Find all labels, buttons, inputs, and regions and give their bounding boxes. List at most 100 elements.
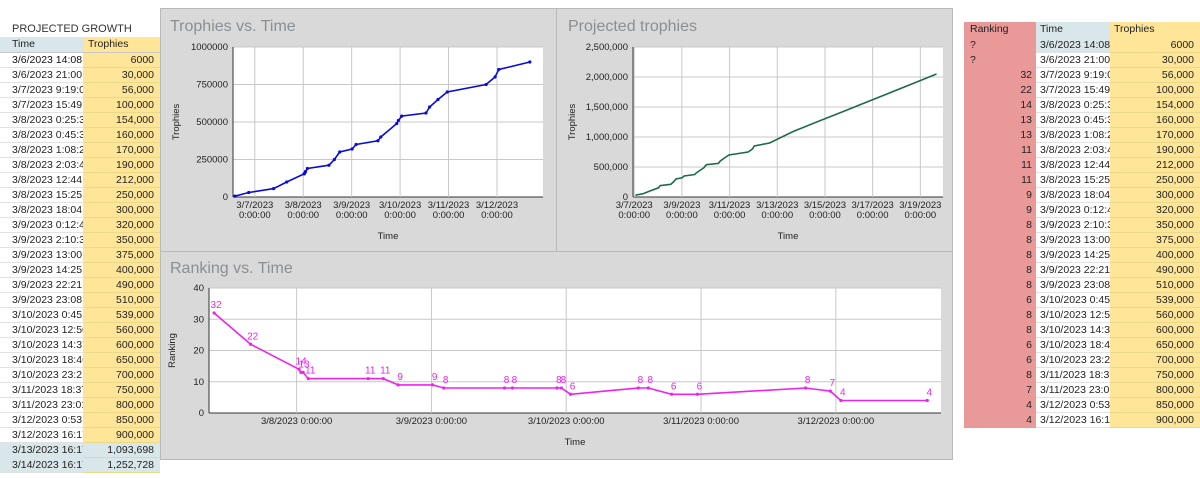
right-trophies-cell[interactable]: 900,000: [1110, 413, 1200, 428]
left-trophies-cell[interactable]: 375,000: [84, 248, 160, 263]
left-trophies-cell[interactable]: 400,000: [84, 263, 160, 278]
left-trophies-cell[interactable]: 490,000: [84, 278, 160, 293]
right-time-cell[interactable]: 3/8/2023 1:08:27: [1036, 128, 1110, 143]
left-trophies-cell[interactable]: 510,000: [84, 293, 160, 308]
right-time-cell[interactable]: 3/11/2023 23:01: [1036, 383, 1110, 398]
right-trophies-cell[interactable]: 560,000: [1110, 308, 1200, 323]
right-ranking-cell[interactable]: 32: [964, 68, 1036, 83]
left-time-cell[interactable]: 3/9/2023 23:08:3: [0, 293, 84, 308]
right-time-cell[interactable]: 3/8/2023 2:03:41: [1036, 143, 1110, 158]
right-time-cell[interactable]: 3/12/2023 0:53:5: [1036, 398, 1110, 413]
left-time-cell[interactable]: 3/10/2023 0:45:5: [0, 308, 84, 323]
right-ranking-cell[interactable]: 4: [964, 413, 1036, 428]
right-time-cell[interactable]: 3/8/2023 15:25:5: [1036, 173, 1110, 188]
left-time-cell[interactable]: 3/9/2023 22:21:1: [0, 278, 84, 293]
right-time-cell[interactable]: 3/7/2023 15:49:0: [1036, 83, 1110, 98]
right-time-cell[interactable]: 3/9/2023 13:00:4: [1036, 233, 1110, 248]
left-trophies-cell[interactable]: 560,000: [84, 323, 160, 338]
right-header-trophies[interactable]: Trophies: [1110, 22, 1200, 38]
left-time-cell[interactable]: 3/6/2023 14:08:2: [0, 53, 84, 68]
left-time-cell[interactable]: 3/8/2023 15:25:5: [0, 188, 84, 203]
left-trophies-cell[interactable]: 190,000: [84, 158, 160, 173]
right-trophies-cell[interactable]: 600,000: [1110, 323, 1200, 338]
right-ranking-cell[interactable]: ?: [964, 38, 1036, 53]
right-trophies-cell[interactable]: 30,000: [1110, 53, 1200, 68]
left-header-time[interactable]: Time: [0, 37, 84, 53]
right-trophies-cell[interactable]: 510,000: [1110, 278, 1200, 293]
left-trophies-cell[interactable]: 350,000: [84, 233, 160, 248]
left-time-cell[interactable]: 3/10/2023 18:46: [0, 353, 84, 368]
left-time-cell[interactable]: 3/8/2023 2:03:41: [0, 158, 84, 173]
left-sheet-title[interactable]: PROJECTED GROWTH: [12, 23, 132, 35]
right-time-cell[interactable]: 3/9/2023 2:10:39: [1036, 218, 1110, 233]
right-trophies-cell[interactable]: 320,000: [1110, 203, 1200, 218]
right-time-cell[interactable]: 3/11/2023 18:37: [1036, 368, 1110, 383]
left-trophies-cell[interactable]: 700,000: [84, 368, 160, 383]
left-trophies-cell[interactable]: 850,000: [84, 413, 160, 428]
right-trophies-cell[interactable]: 190,000: [1110, 143, 1200, 158]
right-ranking-cell[interactable]: 22: [964, 83, 1036, 98]
right-ranking-cell[interactable]: 11: [964, 143, 1036, 158]
right-ranking-cell[interactable]: 11: [964, 158, 1036, 173]
right-ranking-cell[interactable]: 6: [964, 338, 1036, 353]
left-trophies-cell[interactable]: 750,000: [84, 383, 160, 398]
left-trophies-cell[interactable]: 539,000: [84, 308, 160, 323]
right-ranking-cell[interactable]: 4: [964, 398, 1036, 413]
right-ranking-cell[interactable]: 8: [964, 263, 1036, 278]
right-time-cell[interactable]: 3/8/2023 0:45:33: [1036, 113, 1110, 128]
right-time-cell[interactable]: 3/9/2023 22:21:1: [1036, 263, 1110, 278]
right-time-cell[interactable]: 3/10/2023 23:21: [1036, 353, 1110, 368]
right-time-cell[interactable]: 3/9/2023 23:08:3: [1036, 278, 1110, 293]
left-trophies-cell[interactable]: 1,252,728: [84, 458, 160, 473]
right-ranking-cell[interactable]: 9: [964, 203, 1036, 218]
right-time-cell[interactable]: 3/10/2023 18:46: [1036, 338, 1110, 353]
right-ranking-cell[interactable]: 6: [964, 293, 1036, 308]
left-time-cell[interactable]: 3/10/2023 23:21: [0, 368, 84, 383]
left-time-cell[interactable]: 3/7/2023 15:49:0: [0, 98, 84, 113]
right-header-time[interactable]: Time: [1036, 22, 1110, 38]
left-time-cell[interactable]: 3/8/2023 0:25:36: [0, 113, 84, 128]
right-trophies-cell[interactable]: 539,000: [1110, 293, 1200, 308]
right-trophies-cell[interactable]: 700,000: [1110, 353, 1200, 368]
right-ranking-cell[interactable]: 6: [964, 353, 1036, 368]
ranking-chart-panel[interactable]: Ranking vs. Time 0 10 20 30 40 3/8/2023 0:00:…: [160, 251, 953, 460]
left-trophies-cell[interactable]: 154,000: [84, 113, 160, 128]
right-time-cell[interactable]: 3/12/2023 16:17: [1036, 413, 1110, 428]
left-time-cell[interactable]: 3/12/2023 0:53:5: [0, 413, 84, 428]
left-trophies-cell[interactable]: 650,000: [84, 353, 160, 368]
left-time-cell[interactable]: 3/13/2023 16:17: [0, 443, 84, 458]
right-ranking-cell[interactable]: ?: [964, 53, 1036, 68]
left-time-cell[interactable]: 3/6/2023 21:00:0: [0, 68, 84, 83]
trophies-chart-panel[interactable]: Trophies vs. Time 0 250000 500000 750000 100…: [160, 8, 557, 252]
left-time-cell[interactable]: 3/8/2023 18:04:3: [0, 203, 84, 218]
left-trophies-cell[interactable]: 1,093,698: [84, 443, 160, 458]
right-trophies-cell[interactable]: 100,000: [1110, 83, 1200, 98]
right-trophies-cell[interactable]: 850,000: [1110, 398, 1200, 413]
left-time-cell[interactable]: 3/7/2023 9:19:00: [0, 83, 84, 98]
right-trophies-cell[interactable]: 375,000: [1110, 233, 1200, 248]
right-time-cell[interactable]: 3/10/2023 14:37: [1036, 323, 1110, 338]
right-time-cell[interactable]: 3/9/2023 14:25:3: [1036, 248, 1110, 263]
left-trophies-cell[interactable]: 170,000: [84, 143, 160, 158]
right-time-cell[interactable]: 3/8/2023 0:25:36: [1036, 98, 1110, 113]
right-time-cell[interactable]: 3/8/2023 18:04:3: [1036, 188, 1110, 203]
left-trophies-cell[interactable]: 212,000: [84, 173, 160, 188]
left-header-trophies[interactable]: Trophies: [84, 37, 160, 53]
right-ranking-cell[interactable]: 7: [964, 383, 1036, 398]
right-trophies-cell[interactable]: 212,000: [1110, 158, 1200, 173]
right-ranking-cell[interactable]: 8: [964, 248, 1036, 263]
right-time-cell[interactable]: 3/6/2023 21:00:0: [1036, 53, 1110, 68]
right-ranking-cell[interactable]: 8: [964, 368, 1036, 383]
right-trophies-cell[interactable]: 250,000: [1110, 173, 1200, 188]
right-header-ranking[interactable]: Ranking: [964, 22, 1036, 38]
right-ranking-cell[interactable]: 11: [964, 173, 1036, 188]
right-trophies-cell[interactable]: 300,000: [1110, 188, 1200, 203]
left-trophies-cell[interactable]: 320,000: [84, 218, 160, 233]
left-trophies-cell[interactable]: 30,000: [84, 68, 160, 83]
right-trophies-cell[interactable]: 350,000: [1110, 218, 1200, 233]
right-trophies-cell[interactable]: 56,000: [1110, 68, 1200, 83]
right-time-cell[interactable]: 3/9/2023 0:12:41: [1036, 203, 1110, 218]
left-time-cell[interactable]: 3/8/2023 1:08:27: [0, 143, 84, 158]
left-time-cell[interactable]: 3/10/2023 12:50: [0, 323, 84, 338]
left-time-cell[interactable]: 3/8/2023 0:45:33: [0, 128, 84, 143]
